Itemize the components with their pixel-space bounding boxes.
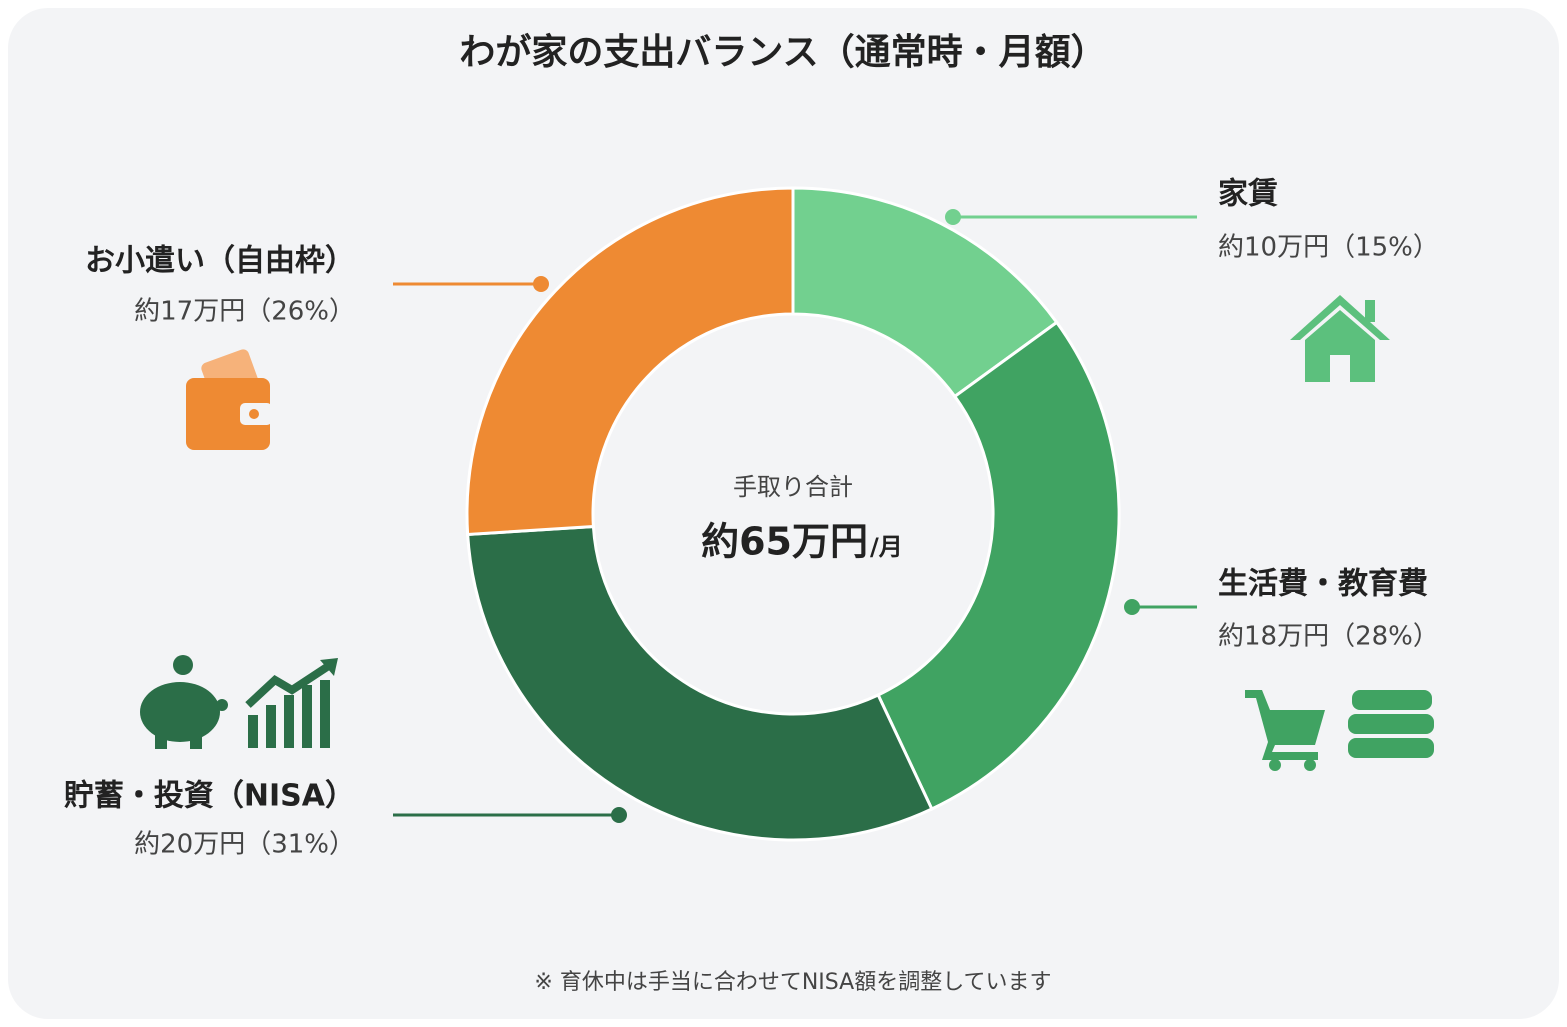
donut-slice	[466, 524, 934, 842]
leader-dot	[611, 807, 627, 823]
center-value: 約65万円	[701, 520, 868, 564]
center-caption: 手取り合計	[733, 473, 853, 501]
value-label: 約17万円（26%）	[134, 297, 355, 327]
center-unit: /月	[870, 533, 903, 561]
card	[8, 8, 1559, 1019]
donut-slice	[876, 320, 1121, 811]
value-label: 約20万円（31%）	[134, 830, 355, 860]
leader-dot	[945, 209, 961, 225]
chart-title: わが家の支出バランス（通常時・月額）	[459, 32, 1106, 73]
leader-dot	[533, 276, 549, 292]
legend-label: お小遣い（自由枠）	[85, 244, 355, 279]
donut-slice	[465, 186, 795, 537]
value-label: 約18万円（28%）	[1218, 622, 1439, 652]
value-label: 約10万円（15%）	[1218, 233, 1439, 263]
donut-slice	[791, 186, 1059, 399]
shopping-icon	[1245, 690, 1434, 771]
footnote: ※ 育休中は手当に合わせてNISA額を調整しています	[534, 970, 1051, 995]
house-icon	[1290, 295, 1390, 382]
leader-dot	[1124, 599, 1140, 615]
savings-icon	[140, 655, 338, 749]
legend-label: 貯蓄・投資（NISA）	[64, 779, 355, 814]
wallet-icon	[186, 349, 272, 450]
legend-label: 家賃	[1218, 177, 1278, 212]
legend-label: 生活費・教育費	[1218, 567, 1428, 602]
